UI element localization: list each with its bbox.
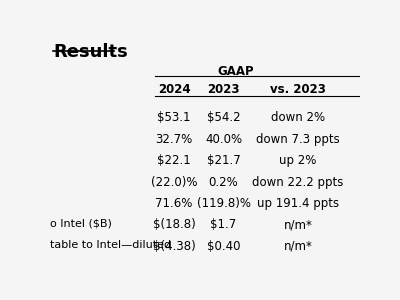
Text: $0.40: $0.40 [207,240,240,253]
Text: 0.2%: 0.2% [209,176,238,188]
Text: down 2%: down 2% [271,111,325,124]
Text: table to Intel—diluted: table to Intel—diluted [50,240,171,250]
Text: $1.7: $1.7 [210,218,237,232]
Text: $54.2: $54.2 [207,111,240,124]
Text: up 191.4 ppts: up 191.4 ppts [257,197,339,210]
Text: down 22.2 ppts: down 22.2 ppts [252,176,344,188]
Text: $22.1: $22.1 [157,154,191,167]
Text: (119.8)%: (119.8)% [197,197,250,210]
Text: $53.1: $53.1 [157,111,191,124]
Text: $(4.38): $(4.38) [153,240,195,253]
Text: Results: Results [53,43,128,61]
Text: 2023: 2023 [207,83,240,96]
Text: 32.7%: 32.7% [155,133,193,146]
Text: 2024: 2024 [158,83,190,96]
Text: 71.6%: 71.6% [155,197,193,210]
Text: o Intel ($B): o Intel ($B) [50,218,112,229]
Text: $21.7: $21.7 [207,154,240,167]
Text: up 2%: up 2% [279,154,317,167]
Text: n/m*: n/m* [284,240,312,253]
Text: n/m*: n/m* [284,218,312,232]
Text: (22.0)%: (22.0)% [151,176,197,188]
Text: down 7.3 ppts: down 7.3 ppts [256,133,340,146]
Text: GAAP: GAAP [218,65,254,78]
Text: $(18.8): $(18.8) [153,218,195,232]
Text: vs. 2023: vs. 2023 [270,83,326,96]
Text: 40.0%: 40.0% [205,133,242,146]
